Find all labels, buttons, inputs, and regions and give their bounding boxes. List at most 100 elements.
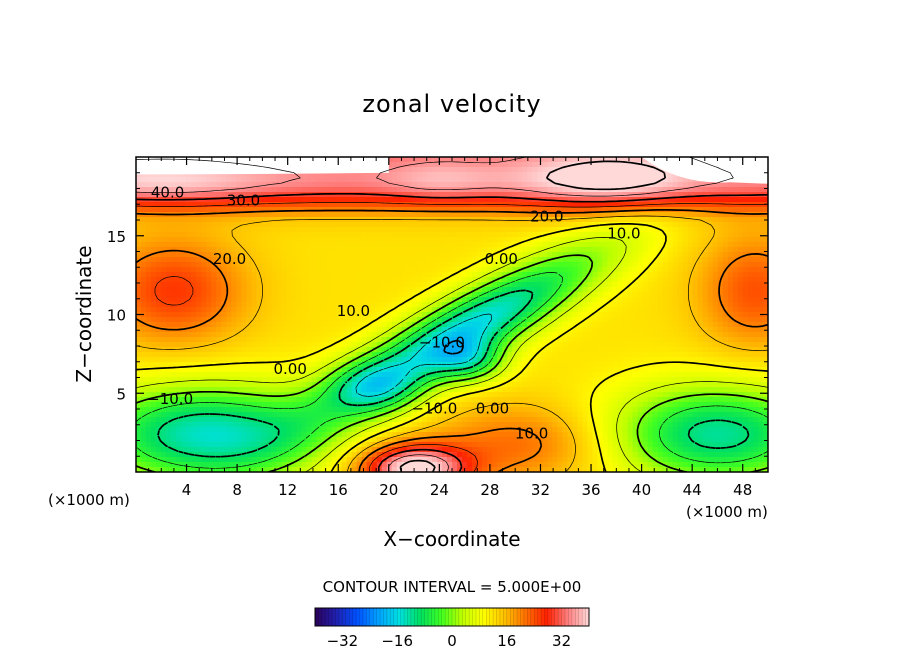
field-cell <box>281 242 288 248</box>
field-cell <box>166 277 172 283</box>
field-cell <box>532 337 538 343</box>
field-cell <box>492 287 498 293</box>
field-cell <box>727 292 734 298</box>
field-cell <box>381 212 388 218</box>
field-cell <box>226 277 232 283</box>
field-cell <box>487 257 493 263</box>
field-cell <box>436 222 443 228</box>
field-cell <box>191 257 197 263</box>
field-cell <box>386 162 393 168</box>
field-cell <box>537 262 543 268</box>
field-cell <box>311 237 318 243</box>
field-cell <box>577 157 584 163</box>
field-cell <box>582 237 589 243</box>
field-cell <box>592 277 599 283</box>
field-cell <box>512 252 518 258</box>
field-cell <box>411 287 418 293</box>
field-cell <box>151 347 157 353</box>
field-cell <box>752 272 759 278</box>
field-cell <box>512 237 518 243</box>
field-cell <box>406 282 413 288</box>
field-cell <box>472 252 478 258</box>
field-cell <box>707 317 714 323</box>
field-cell <box>647 222 654 228</box>
field-cell <box>677 327 684 333</box>
field-cell <box>557 237 563 243</box>
field-cell <box>431 327 438 333</box>
field-cell <box>401 207 408 213</box>
field-cell <box>256 227 262 233</box>
field-cell <box>231 332 237 338</box>
field-cell <box>431 317 438 323</box>
field-cell <box>161 192 167 198</box>
field-cell <box>171 352 177 358</box>
field-cell <box>426 172 433 178</box>
field-cell <box>742 247 749 253</box>
field-cell <box>156 227 162 233</box>
field-cell <box>416 297 423 303</box>
field-cell <box>467 257 473 263</box>
field-cell <box>652 307 659 313</box>
field-cell <box>522 297 528 303</box>
field-cell <box>642 272 649 278</box>
field-cell <box>517 257 523 263</box>
field-cell <box>487 307 493 313</box>
field-cell <box>266 352 273 358</box>
field-cell <box>672 202 679 208</box>
field-cell <box>301 297 308 303</box>
field-cell <box>431 227 438 233</box>
field-cell <box>256 347 262 353</box>
field-cell <box>672 212 679 218</box>
field-cell <box>156 277 162 283</box>
field-cell <box>647 252 654 258</box>
field-cell <box>426 192 433 198</box>
field-cell <box>341 322 348 328</box>
field-cell <box>351 272 358 278</box>
field-cell <box>446 177 453 183</box>
field-cell <box>141 257 147 263</box>
field-cell <box>261 292 268 298</box>
field-cell <box>221 182 227 188</box>
field-cell <box>592 262 599 268</box>
field-cell <box>251 217 257 223</box>
field-cell <box>306 307 313 313</box>
field-cell <box>667 277 674 283</box>
field-cell <box>391 297 398 303</box>
field-cell <box>321 222 328 228</box>
field-cell <box>532 182 538 188</box>
field-cell <box>467 237 473 243</box>
field-cell <box>677 202 684 208</box>
field-cell <box>672 292 679 298</box>
field-cell <box>441 312 448 318</box>
field-cell <box>697 327 704 333</box>
field-cell <box>607 332 614 338</box>
field-cell <box>376 177 383 183</box>
field-cell <box>587 297 594 303</box>
field-cell <box>737 247 744 253</box>
field-cell <box>612 337 619 343</box>
field-cell <box>587 292 594 298</box>
field-cell <box>667 172 674 178</box>
field-cell <box>391 177 398 183</box>
field-cell <box>391 307 398 313</box>
field-cell <box>597 212 604 218</box>
field-cell <box>542 342 548 348</box>
field-cell <box>612 267 619 273</box>
field-cell <box>577 247 584 253</box>
field-cell <box>426 242 433 248</box>
field-cell <box>757 222 764 228</box>
field-cell <box>151 292 157 298</box>
field-cell <box>692 342 699 348</box>
field-cell <box>141 337 147 343</box>
field-cell <box>552 292 558 298</box>
field-cell <box>667 237 674 243</box>
field-cell <box>712 302 719 308</box>
field-cell <box>717 272 724 278</box>
field-cell <box>391 352 398 358</box>
field-cell <box>166 202 172 208</box>
field-cell <box>176 232 182 238</box>
field-cell <box>221 332 227 338</box>
field-cell <box>522 272 528 278</box>
field-cell <box>191 247 197 253</box>
field-cell <box>341 242 348 248</box>
